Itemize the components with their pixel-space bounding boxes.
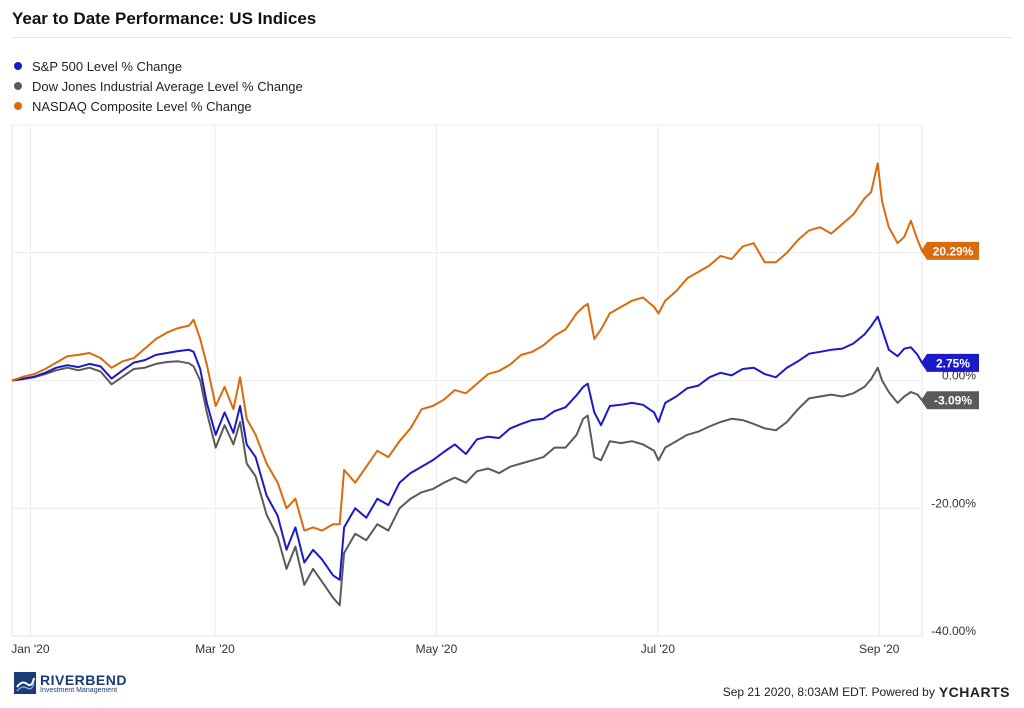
legend-dot-sp500: [14, 62, 22, 70]
riverbend-logo: RIVERBEND Investment Management: [14, 672, 127, 694]
ycharts-brand[interactable]: YCHARTS: [938, 684, 1010, 700]
chart-title: Year to Date Performance: US Indices: [12, 9, 317, 28]
logo-subtitle: Investment Management: [40, 686, 118, 694]
legend-label-dow: Dow Jones Industrial Average Level % Cha…: [32, 78, 303, 94]
y-tick-label: -20.00%: [931, 496, 976, 510]
title-divider: [12, 37, 1012, 38]
legend: S&P 500 Level % Change Dow Jones Industr…: [14, 56, 303, 116]
series-line-2: [11, 162, 923, 532]
riverbend-logo-icon: [14, 672, 36, 694]
legend-dot-dow: [14, 82, 22, 90]
series-line-0: [11, 315, 923, 581]
legend-item-nasdaq[interactable]: NASDAQ Composite Level % Change: [14, 96, 303, 116]
logo-name: RIVERBEND: [40, 671, 127, 688]
end-value-label: 2.75%: [936, 356, 970, 370]
x-tick-label: Jan '20: [11, 642, 50, 656]
source-line: Sep 21 2020, 8:03AM EDT. Powered by YCHA…: [723, 684, 1010, 700]
end-value-badge: [921, 353, 979, 372]
legend-label-sp500: S&P 500 Level % Change: [32, 58, 183, 74]
legend-dot-nasdaq: [14, 102, 22, 110]
y-tick-label: 0.00%: [942, 369, 976, 383]
x-tick-label: Sep '20: [859, 642, 900, 656]
end-value-label: 20.29%: [933, 244, 974, 258]
end-value-badge: [921, 241, 979, 260]
x-tick-label: Jul '20: [641, 642, 676, 656]
legend-label-nasdaq: NASDAQ Composite Level % Change: [32, 98, 252, 114]
y-tick-label: -40.00%: [931, 624, 976, 638]
legend-item-sp500[interactable]: S&P 500 Level % Change: [14, 56, 303, 76]
end-value-label: -3.09%: [934, 394, 972, 408]
legend-item-dow[interactable]: Dow Jones Industrial Average Level % Cha…: [14, 76, 303, 96]
series-line-1: [11, 360, 923, 607]
source-text: Sep 21 2020, 8:03AM EDT. Powered by: [722, 685, 935, 699]
x-tick-label: Mar '20: [195, 642, 235, 656]
end-value-badge: [921, 391, 979, 410]
x-tick-label: May '20: [416, 642, 458, 656]
